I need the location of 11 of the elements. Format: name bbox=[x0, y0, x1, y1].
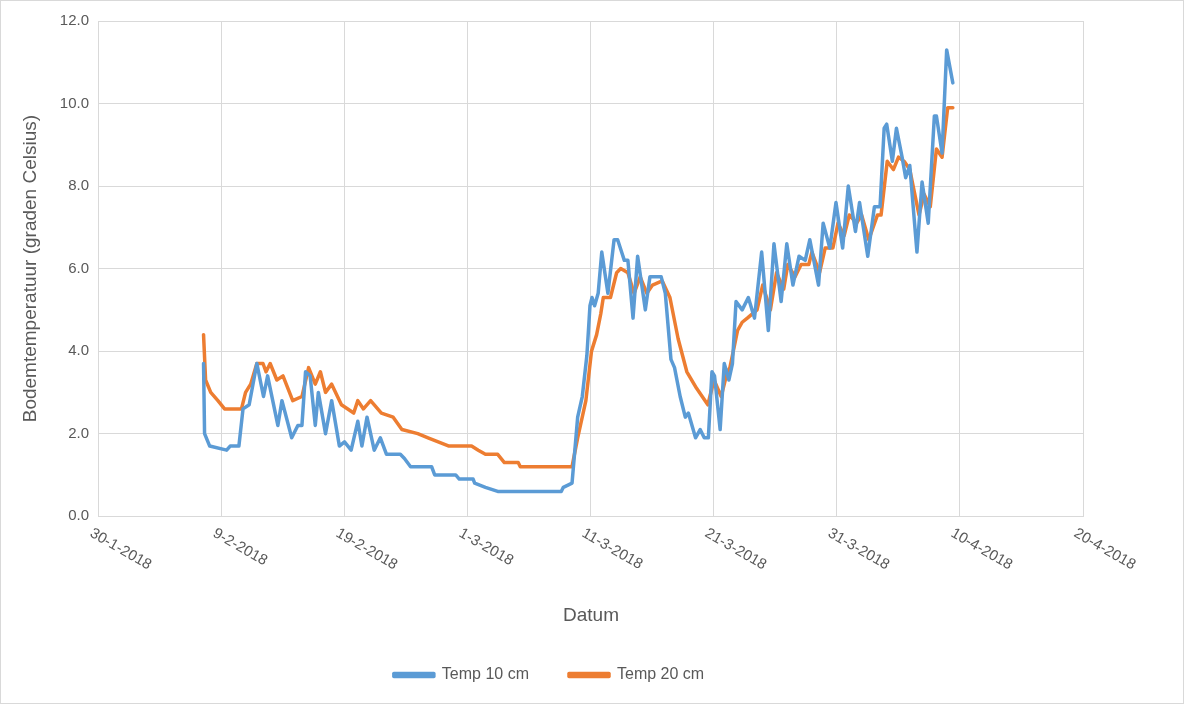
y-tick-label: 4.0 bbox=[68, 341, 89, 359]
y-tick-label: 0.0 bbox=[68, 506, 89, 524]
y-tick-label: 2.0 bbox=[68, 423, 89, 441]
y-tick-label: 8.0 bbox=[68, 176, 89, 194]
legend-label: Temp 20 cm bbox=[617, 665, 705, 683]
y-tick-label: 6.0 bbox=[68, 258, 89, 276]
x-axis-title: Datum bbox=[563, 603, 619, 625]
legend-label: Temp 10 cm bbox=[441, 665, 529, 683]
y-tick-label: 12.0 bbox=[59, 11, 89, 29]
y-tick-label: 10.0 bbox=[59, 93, 89, 111]
y-axis-title: Bodemtemperatuur (graden Celsius) bbox=[18, 114, 40, 423]
